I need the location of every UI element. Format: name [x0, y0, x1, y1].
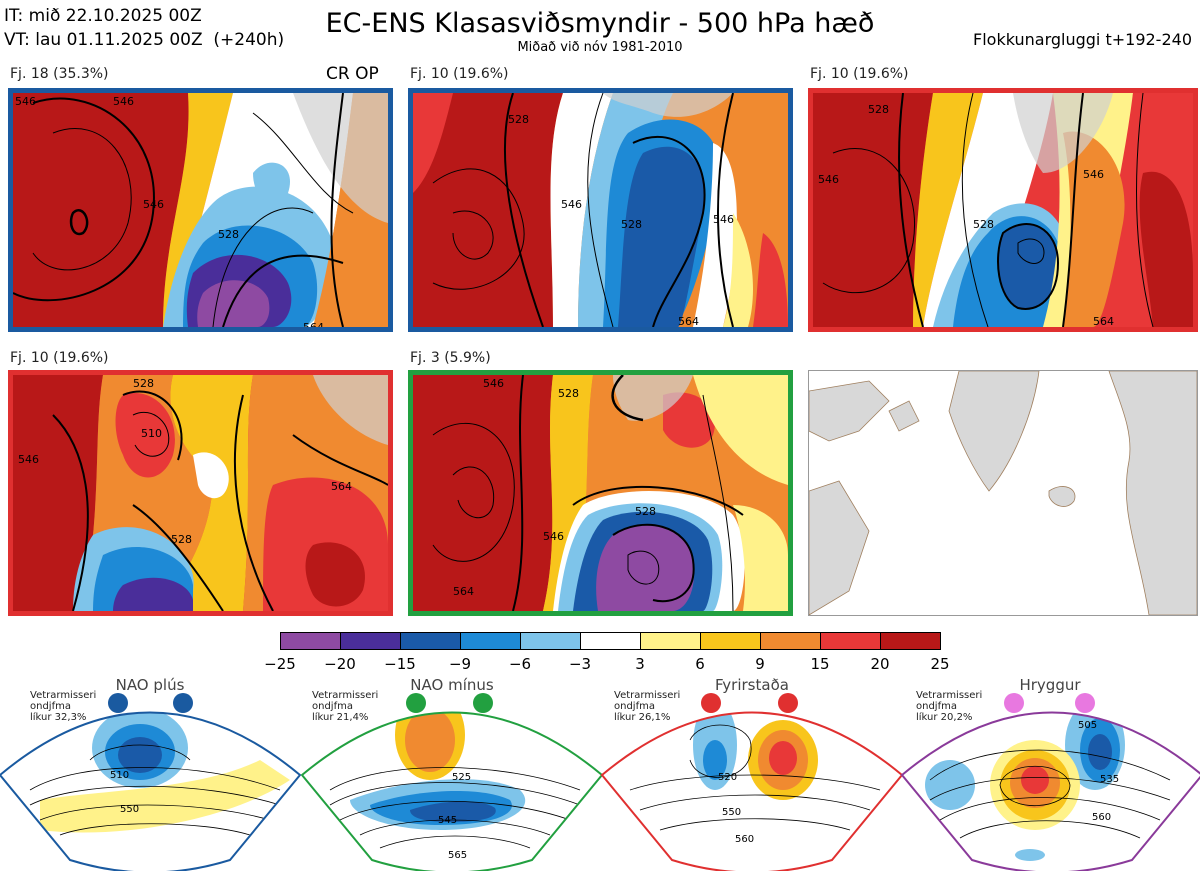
panel-4-label: Fj. 10 (19.6%) [10, 350, 109, 366]
panel-2-label: Fj. 10 (19.6%) [410, 66, 509, 82]
colorbar-segment [880, 632, 941, 650]
colorbar-segment [700, 632, 761, 650]
panel-3-label: Fj. 10 (19.6%) [810, 66, 909, 82]
regime-title-nao-plus: NAO plús [115, 676, 185, 694]
contour-label: 510 [141, 427, 162, 440]
regime-contour-label: 560 [735, 834, 754, 845]
cluster-map-3: 528 546 528 546 564 [808, 88, 1198, 332]
contour-label: 546 [1083, 168, 1104, 181]
colorbar-tick-label: 15 [810, 655, 830, 673]
valid-time: VT: lau 01.11.2025 00Z (+240h) [4, 30, 285, 50]
colorbar-tick-label: −15 [384, 655, 416, 673]
regime-contour-label: 550 [722, 807, 741, 818]
contour-label: 528 [508, 113, 529, 126]
regime-contour-label: 565 [448, 850, 467, 861]
regime-note-nao-minus: Vetrarmisseri ondjfma líkur 21,4% [312, 690, 379, 723]
colorbar-tick-label: −25 [264, 655, 296, 673]
colorbar-segment [820, 632, 881, 650]
page-subtitle: Miðað við nóv 1981-2010 [517, 40, 683, 55]
time-info: IT: mið 22.10.2025 00Z VT: lau 01.11.2025… [4, 4, 284, 52]
colorbar-tick-label: 9 [755, 655, 765, 673]
classification-window: Flokkunargluggi t+192-240 [973, 30, 1192, 49]
regime-contour-label: 545 [438, 815, 457, 826]
regime-title-nao-minus: NAO mínus [410, 676, 494, 694]
contour-label: 528 [558, 387, 579, 400]
contour-label: 546 [15, 95, 36, 108]
colorbar-segment [280, 632, 341, 650]
colorbar-tick-label: −20 [324, 655, 356, 673]
regime-note-nao-plus: Vetrarmisseri ondjfma líkur 32,3% [30, 690, 97, 723]
contour-label: 528 [171, 533, 192, 546]
init-time: IT: mið 22.10.2025 00Z [4, 6, 202, 26]
regime-contour-label: 535 [1100, 774, 1119, 785]
base-map-panel [808, 370, 1198, 616]
colorbar-tick-label: −6 [508, 655, 532, 673]
panel-5-label: Fj. 3 (5.9%) [410, 350, 491, 366]
contour-label: 546 [113, 95, 134, 108]
colorbar-segment [640, 632, 701, 650]
contour-label: 564 [331, 480, 352, 493]
colorbar-segment [400, 632, 461, 650]
colorbar-tick-label: 3 [635, 655, 645, 673]
contour-label: 528 [635, 505, 656, 518]
cluster-map-1: 546 546 528 546 546 564 [8, 88, 393, 332]
contour-label: 564 [1093, 315, 1114, 327]
colorbar-tick-label: −9 [448, 655, 472, 673]
contour-label: 546 [143, 198, 164, 211]
colorbar-tick-label: 6 [695, 655, 705, 673]
regime-contour-label: 550 [120, 804, 139, 815]
regime-contour-label: 560 [1092, 812, 1111, 823]
colorbar-tick-label: 20 [870, 655, 890, 673]
page-title: EC-ENS Klasasviðsmyndir - 500 hPa hæð [325, 8, 875, 39]
colorbar-segment [520, 632, 581, 650]
regime-title-ridge: Hryggur [1019, 676, 1081, 694]
colorbar-tick-label: 25 [930, 655, 950, 673]
contour-label: 564 [453, 585, 474, 598]
contour-label: 546 [543, 530, 564, 543]
contour-label: 546 [561, 198, 582, 211]
regime-note-ridge: Vetrarmisseri ondjfma líkur 20,2% [916, 690, 983, 723]
contour-label: 528 [868, 103, 889, 116]
panel-1-label: Fj. 18 (35.3%) [10, 66, 109, 82]
contour-label: 546 [483, 377, 504, 390]
contour-label: 546 [818, 173, 839, 186]
panel-1-badge: CR OP [326, 64, 379, 84]
contour-label: 546 [713, 213, 734, 226]
regime-title-blocking: Fyrirstaða [715, 676, 789, 694]
contour-label: 546 [223, 325, 244, 327]
cluster-map-5: 546 528 528 546 564 [408, 370, 793, 616]
contour-label: 564 [303, 321, 324, 327]
contour-label: 528 [973, 218, 994, 231]
regime-contour-label: 520 [718, 772, 737, 783]
contour-label: 528 [621, 218, 642, 231]
regime-contour-label: 510 [110, 770, 129, 781]
cluster-map-4: 528 510 546 528 564 [8, 370, 393, 616]
cluster-map-2: 528 546 528 546 564 [408, 88, 793, 332]
contour-label: 528 [133, 377, 154, 390]
regime-note-blocking: Vetrarmisseri ondjfma líkur 26,1% [614, 690, 681, 723]
regime-contour-label: 525 [452, 772, 471, 783]
colorbar-segment [340, 632, 401, 650]
contour-label: 546 [18, 453, 39, 466]
regime-contour-label: 505 [1078, 720, 1097, 731]
colorbar-segment [760, 632, 821, 650]
colorbar-segment [580, 632, 641, 650]
colorbar-tick-label: −3 [568, 655, 592, 673]
contour-label: 564 [678, 315, 699, 327]
contour-label: 528 [218, 228, 239, 241]
colorbar-segment [460, 632, 521, 650]
